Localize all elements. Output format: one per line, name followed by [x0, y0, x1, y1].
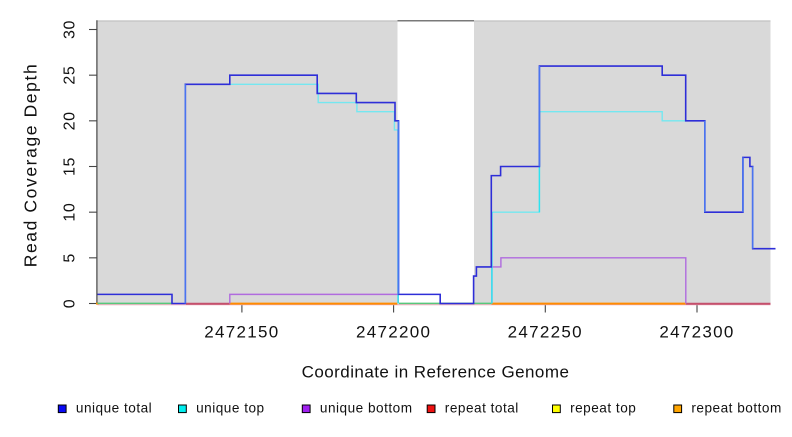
svg-text:25: 25 — [61, 66, 78, 85]
svg-text:repeat top: repeat top — [570, 401, 636, 416]
svg-text:20: 20 — [61, 111, 78, 130]
svg-text:unique bottom: unique bottom — [320, 401, 413, 416]
svg-text:30: 30 — [61, 20, 78, 39]
svg-text:unique top: unique top — [196, 401, 265, 416]
svg-text:repeat total: repeat total — [445, 401, 519, 416]
svg-text:5: 5 — [61, 253, 78, 263]
svg-text:2472250: 2472250 — [508, 322, 583, 341]
svg-text:unique total: unique total — [76, 401, 152, 416]
svg-text:15: 15 — [61, 157, 78, 176]
svg-text:Coordinate in Reference Genome: Coordinate in Reference Genome — [302, 363, 570, 382]
svg-text:2472150: 2472150 — [204, 322, 279, 341]
svg-text:2472300: 2472300 — [659, 322, 734, 341]
svg-text:2472200: 2472200 — [356, 322, 431, 341]
svg-text:0: 0 — [61, 299, 78, 309]
svg-text:Read Coverage Depth: Read Coverage Depth — [21, 63, 41, 268]
svg-text:repeat bottom: repeat bottom — [691, 401, 781, 416]
svg-text:10: 10 — [61, 203, 78, 222]
